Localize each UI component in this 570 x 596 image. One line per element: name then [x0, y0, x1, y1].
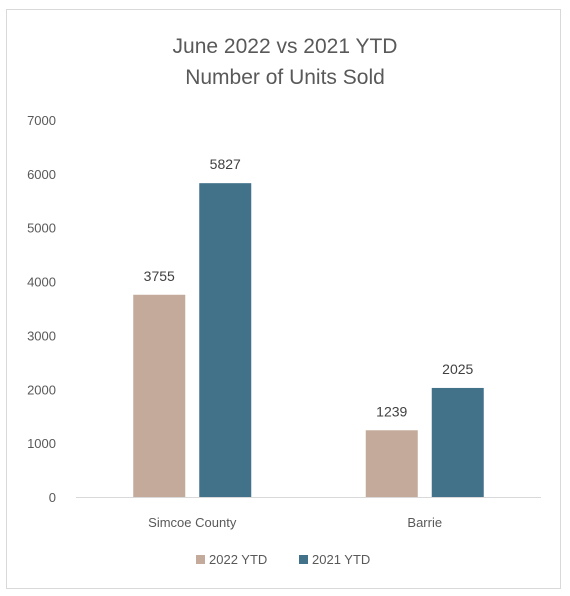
data-label: 2025 [442, 361, 473, 377]
legend-label: 2021 YTD [312, 552, 370, 567]
y-tick-label: 3000 [27, 328, 56, 343]
chart-title-line-2: Number of Units Sold [185, 66, 385, 89]
y-tick-label: 1000 [27, 436, 56, 451]
legend-swatch [299, 555, 308, 564]
y-tick-label: 5000 [27, 221, 56, 236]
legend-swatch [196, 555, 205, 564]
y-tick-label: 7000 [27, 113, 56, 128]
y-tick-label: 6000 [27, 167, 56, 182]
data-label: 3755 [144, 268, 175, 284]
bar-2021-ytd [431, 387, 484, 497]
bar-2022-ytd [365, 430, 418, 497]
bar-2022-ytd [133, 294, 186, 497]
chart-title-line-1: June 2022 vs 2021 YTD [173, 35, 398, 58]
x-tick-label: Barrie [407, 515, 442, 530]
y-tick-label: 0 [49, 490, 56, 505]
data-label: 1239 [376, 403, 407, 419]
y-tick-label: 4000 [27, 275, 56, 290]
legend-label: 2022 YTD [209, 552, 267, 567]
bars-group: 3755 5827 1239 2025 [133, 156, 484, 497]
data-label: 5827 [210, 156, 241, 172]
y-tick-label: 2000 [27, 382, 56, 397]
legend: 2022 YTD 2021 YTD [196, 552, 370, 567]
bar-2021-ytd [199, 183, 252, 497]
x-axis: Simcoe County Barrie [148, 515, 442, 530]
x-tick-label: Simcoe County [148, 515, 237, 530]
y-axis: 0 1000 2000 3000 4000 5000 6000 7000 [27, 113, 56, 505]
